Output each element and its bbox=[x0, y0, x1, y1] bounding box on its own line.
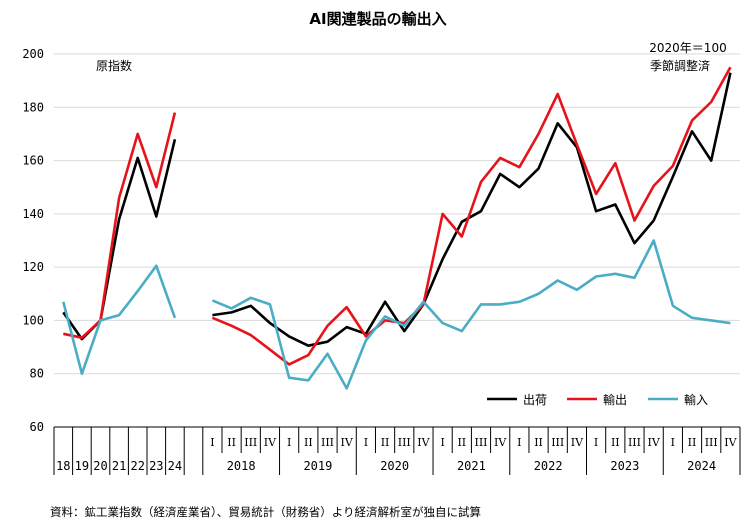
quarter-tick-label: IV bbox=[494, 436, 507, 449]
series-line-quarterly-出荷 bbox=[212, 72, 732, 348]
y-tick-label: 100 bbox=[22, 313, 44, 327]
year-tick-label: 2022 bbox=[534, 459, 563, 473]
annual-tick-label: 18 bbox=[56, 459, 70, 473]
legend-label: 輸入 bbox=[684, 392, 708, 407]
y-tick-label: 160 bbox=[22, 154, 44, 168]
quarter-tick-label: II bbox=[304, 436, 313, 449]
series-line-quarterly-輸出 bbox=[211, 66, 732, 366]
year-tick-label: 2018 bbox=[227, 459, 256, 473]
legend: 出荷 輸出 輸入 bbox=[487, 392, 708, 407]
base-note: 2020年＝100 bbox=[649, 41, 726, 55]
quarter-tick-label: IV bbox=[341, 436, 354, 449]
quarter-tick-label: I bbox=[440, 436, 444, 449]
legend-label: 出荷 bbox=[523, 393, 547, 407]
quarter-tick-label: II bbox=[534, 436, 543, 449]
quarter-tick-label: III bbox=[628, 436, 641, 449]
adjust-note: 季節調整済 bbox=[650, 58, 710, 73]
quarter-tick-label: I bbox=[594, 436, 598, 449]
index-note: 原指数 bbox=[96, 58, 132, 73]
annual-tick-label: 21 bbox=[112, 459, 126, 473]
y-tick-label: 180 bbox=[22, 100, 44, 114]
series-lines bbox=[62, 66, 732, 390]
y-tick-label: 120 bbox=[22, 260, 44, 274]
legend-label: 輸出 bbox=[603, 392, 627, 407]
quarter-tick-label: I bbox=[671, 436, 675, 449]
axes bbox=[53, 426, 741, 475]
y-tick-label: 140 bbox=[22, 207, 44, 221]
quarter-tick-label: III bbox=[705, 436, 718, 449]
annual-tick-label: 20 bbox=[93, 459, 107, 473]
chart-title: AI関連製品の輸出入 bbox=[309, 10, 446, 28]
y-tick-label: 200 bbox=[22, 47, 44, 61]
year-tick-label: 2019 bbox=[303, 459, 332, 473]
quarter-tick-label: IV bbox=[648, 436, 661, 449]
series-line-annual-輸入 bbox=[62, 264, 177, 376]
quarter-tick-label: I bbox=[517, 436, 521, 449]
series-line-quarterly-輸入 bbox=[211, 239, 731, 390]
quarter-tick-label: IV bbox=[571, 436, 584, 449]
y-tick-label: 80 bbox=[30, 367, 44, 381]
quarter-tick-label: III bbox=[398, 436, 411, 449]
year-tick-label: 2024 bbox=[687, 459, 716, 473]
series-line-annual-出荷 bbox=[62, 138, 177, 341]
series-line-annual-輸出 bbox=[63, 112, 177, 340]
quarter-tick-label: II bbox=[688, 436, 697, 449]
quarter-tick-label: II bbox=[227, 436, 236, 449]
quarter-tick-label: II bbox=[381, 436, 390, 449]
year-tick-label: 2023 bbox=[610, 459, 639, 473]
quarter-tick-label: IV bbox=[724, 436, 737, 449]
quarter-tick-label: III bbox=[551, 436, 564, 449]
quarter-tick-label: II bbox=[611, 436, 620, 449]
quarter-tick-label: IV bbox=[417, 436, 430, 449]
quarter-tick-label: I bbox=[210, 436, 214, 449]
quarter-tick-label: I bbox=[287, 436, 291, 449]
annual-tick-label: 19 bbox=[75, 459, 89, 473]
year-tick-label: 2021 bbox=[457, 459, 486, 473]
annual-tick-label: 24 bbox=[168, 459, 182, 473]
y-tick-label: 60 bbox=[30, 420, 44, 434]
quarter-tick-label: IV bbox=[264, 436, 277, 449]
source-note: 資料：鉱工業指数（経済産業省）、貿易統計（財務省）より経済解析室が独自に試算 bbox=[50, 505, 481, 519]
quarter-tick-label: III bbox=[474, 436, 487, 449]
quarter-tick-label: III bbox=[321, 436, 334, 449]
quarter-tick-label: III bbox=[244, 436, 257, 449]
annual-tick-label: 23 bbox=[149, 459, 163, 473]
quarter-tick-label: I bbox=[364, 436, 368, 449]
annual-tick-label: 22 bbox=[130, 459, 144, 473]
quarter-tick-label: II bbox=[457, 436, 466, 449]
year-tick-label: 2020 bbox=[380, 459, 409, 473]
